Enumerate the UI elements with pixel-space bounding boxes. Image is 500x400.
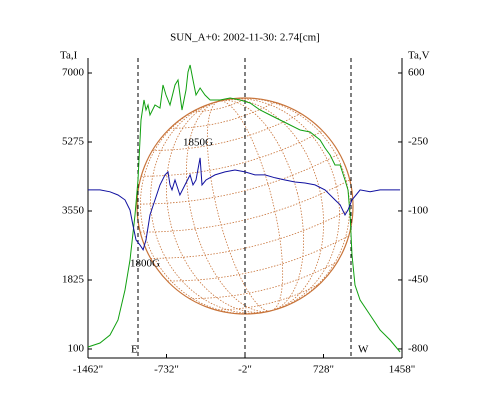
parallel	[150, 207, 353, 259]
parallel	[140, 179, 350, 233]
parallel	[215, 283, 321, 311]
annotation: 1850G	[183, 137, 213, 149]
meridian	[166, 99, 324, 313]
y-tick-label: 7000	[62, 67, 85, 79]
limb-lines	[137, 58, 352, 358]
y-tick-label: 3550	[62, 205, 85, 217]
solar-globe	[136, 97, 354, 315]
parallel	[137, 153, 340, 205]
y2-axis-label: Ta,V	[408, 50, 430, 62]
meridian	[140, 98, 350, 314]
parallel	[169, 101, 275, 129]
chart-title: SUN_A+0: 2002-11-30: 2.74[cm]	[170, 32, 320, 44]
y2-tick-label: -250	[408, 135, 429, 147]
y2-tick-label: 600	[408, 67, 425, 79]
x-tick-label: -732"	[154, 364, 179, 376]
parallel	[192, 98, 248, 112]
x-tick-label: -1462"	[73, 364, 103, 376]
globe-grid	[137, 98, 353, 314]
annotation: W	[358, 344, 369, 356]
y2-tick-label: -100	[408, 204, 429, 216]
x-tick-label: 728"	[313, 364, 334, 376]
parallel	[167, 235, 350, 282]
x-tick-label: 1458"	[389, 364, 416, 376]
annotation: E	[131, 344, 138, 356]
x-tick-label: -2"	[238, 364, 252, 376]
meridian	[186, 99, 304, 313]
y-tick-label: 100	[68, 343, 85, 355]
annotation: 1800G	[130, 258, 160, 270]
series-line	[88, 157, 401, 251]
parallel	[141, 130, 323, 177]
series-line	[87, 64, 401, 353]
y-tick-label: 1825	[62, 274, 85, 286]
y2-tick-label: -450	[408, 273, 429, 285]
parallel	[152, 113, 301, 151]
parallel	[189, 261, 338, 299]
y-tick-label: 5275	[62, 136, 85, 148]
globe-rot	[137, 98, 353, 314]
y-axis-label: Ta,I	[60, 50, 78, 62]
y2-tick-label: -800	[408, 342, 429, 354]
